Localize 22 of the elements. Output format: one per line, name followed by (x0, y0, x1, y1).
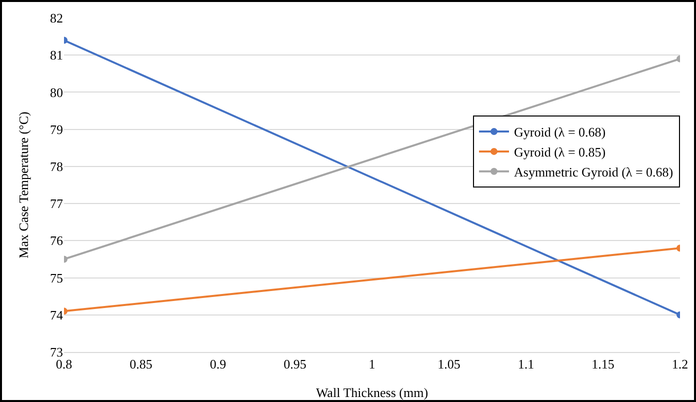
x-tick-label: 0.9 (210, 356, 226, 372)
x-tick-label: 1.15 (592, 356, 614, 372)
y-tick-label: 82 (50, 10, 63, 26)
legend-label: Asymmetric Gyroid (λ = 0.68) (514, 164, 674, 180)
x-tick-label: 1.05 (438, 356, 460, 372)
y-tick-label: 81 (50, 48, 63, 63)
y-tick-label: 76 (50, 233, 64, 248)
y-axis-title: Max Case Temperature (°C) (16, 112, 31, 258)
y-tick-label: 74 (50, 307, 64, 322)
x-axis-title: Wall Thickness (mm) (316, 385, 428, 400)
y-tick-label: 79 (50, 122, 63, 137)
x-tick-label: 1 (368, 356, 376, 372)
x-tick-label: 1.1 (518, 356, 534, 372)
x-tick-label: 1.2 (672, 356, 688, 372)
y-tick-label: 75 (50, 270, 63, 286)
legend-label: Gyroid (λ = 0.68) (514, 124, 606, 140)
x-tick-label: 0.95 (284, 356, 306, 372)
y-tick-label: 78 (50, 158, 63, 174)
legend-label: Gyroid (λ = 0.85) (514, 144, 606, 160)
y-tick-label: 80 (50, 84, 63, 100)
y-tick-label: 77 (50, 196, 64, 212)
x-tick-label: 0.85 (130, 356, 152, 372)
